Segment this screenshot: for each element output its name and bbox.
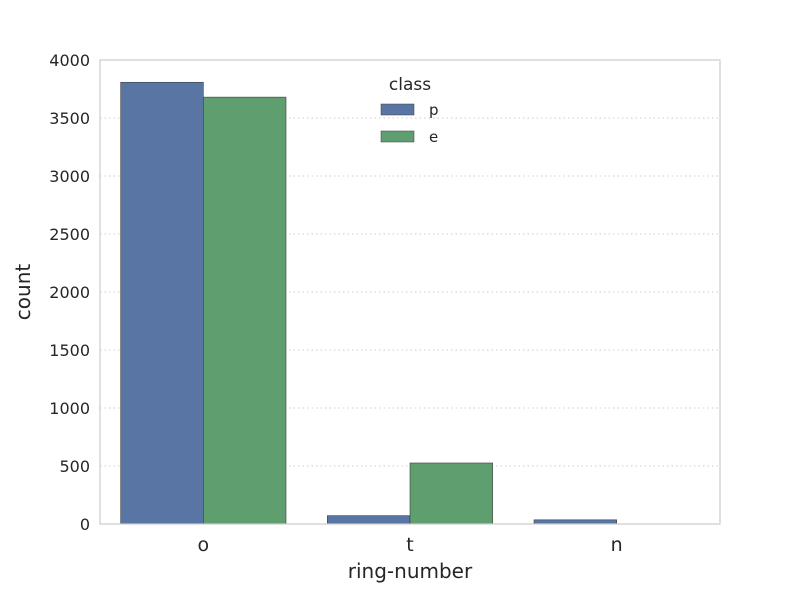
y-tick-label: 2000 (49, 283, 90, 302)
legend-label-p: p (429, 101, 439, 119)
y-tick-label: 3000 (49, 167, 90, 186)
y-tick-labels: 0 500 1000 1500 2000 2500 3000 3500 4000 (49, 51, 90, 534)
legend: class pe (380, 75, 439, 146)
y-tick-label: 1500 (49, 341, 90, 360)
bars (120, 81, 617, 525)
legend-swatch-p (380, 103, 415, 116)
legend-label-e: e (429, 128, 438, 146)
y-tick-label: 1000 (49, 399, 90, 418)
y-tick-label: 2500 (49, 225, 90, 244)
x-tick-label: o (198, 534, 210, 556)
y-axis-label: count (11, 264, 35, 321)
legend-title: class (389, 75, 431, 95)
x-tick-label: t (406, 534, 413, 556)
bar-e-o (203, 96, 287, 525)
y-tick-label: 500 (59, 457, 90, 476)
y-tick-label: 3500 (49, 109, 90, 128)
y-tick-label: 4000 (49, 51, 90, 70)
plot-frame (99, 59, 721, 525)
bar-p-t (327, 515, 411, 525)
bar-p-n (533, 519, 617, 525)
x-tick-label: n (611, 534, 623, 556)
legend-swatch-e (380, 130, 415, 143)
x-axis-label: ring-number (348, 559, 473, 583)
bar-p-o (120, 81, 204, 525)
bar-e-t (409, 462, 493, 525)
y-tick-label: 0 (80, 515, 90, 534)
